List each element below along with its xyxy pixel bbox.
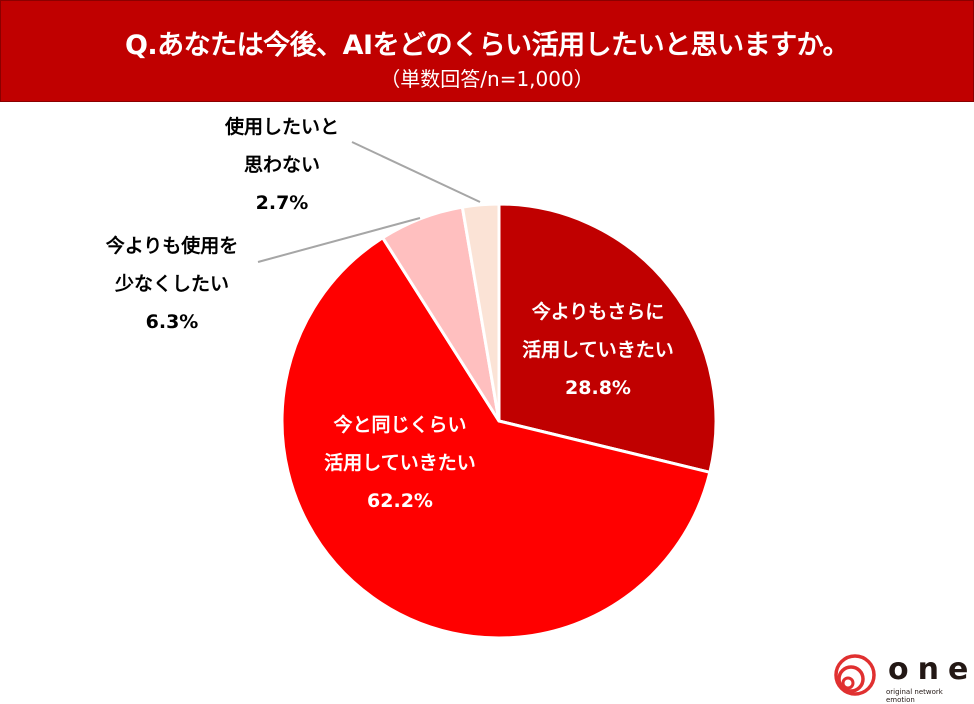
- company-logo: one original network emotion: [832, 652, 974, 704]
- slice-label: 活用していきたい: [324, 451, 475, 474]
- pie-slice: [280, 235, 712, 640]
- pie-slice: [497, 202, 718, 475]
- pie-slice: [460, 202, 501, 422]
- chart-subtitle: （単数回答/n=1,000）: [380, 67, 594, 91]
- slice-label: 使用したいと: [224, 116, 339, 138]
- chart-header: Q.あなたは今後、AIをどのくらい活用したいと思いますか。 （単数回答/n=1,…: [0, 0, 974, 102]
- logo-spiral-icon: [834, 654, 876, 696]
- slice-label: 少なくしたい: [114, 273, 229, 295]
- slice-value-label: 28.8%: [565, 377, 631, 399]
- leader-line: [351, 141, 481, 203]
- chart-title: Q.あなたは今後、AIをどのくらい活用したいと思いますか。: [124, 30, 850, 61]
- logo-text: one: [888, 652, 974, 687]
- slice-value-label: 62.2%: [367, 490, 433, 512]
- slice-label: 今よりも使用を: [105, 234, 239, 257]
- slice-label: 活用していきたい: [522, 338, 673, 361]
- slice-label: 今と同じくらい: [332, 413, 466, 436]
- slice-value-label: 6.3%: [146, 311, 199, 333]
- leader-line: [257, 217, 421, 263]
- slice-label: 今よりもさらに: [531, 300, 665, 323]
- slice-value-label: 2.7%: [256, 192, 309, 214]
- slice-label: 思わない: [244, 154, 320, 176]
- logo-tagline: original network emotion: [886, 688, 943, 704]
